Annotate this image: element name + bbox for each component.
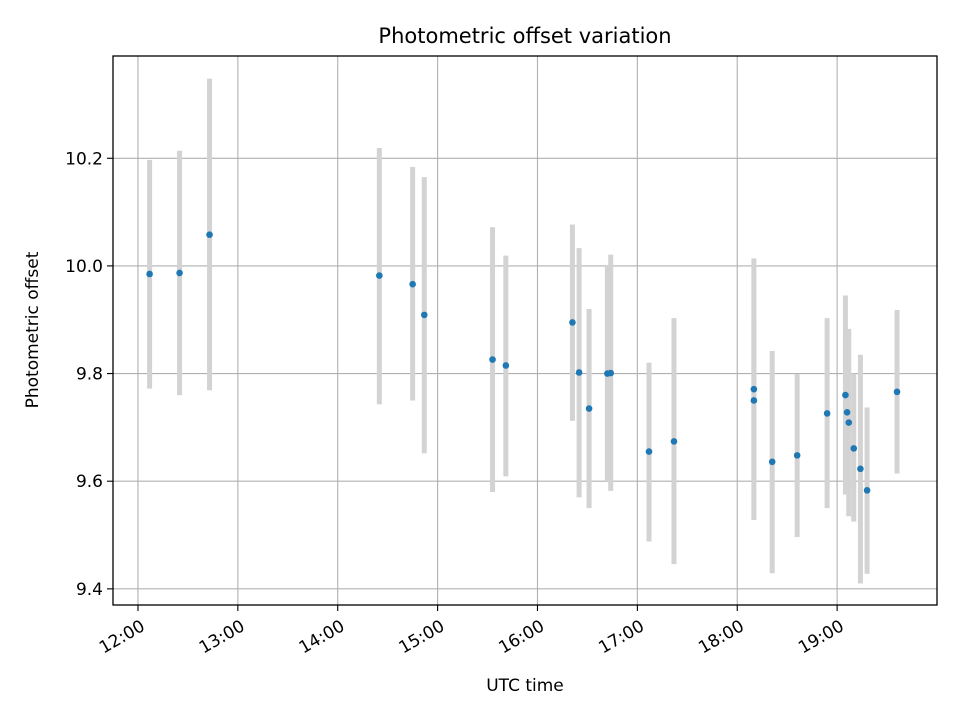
y-tick-label: 9.6 bbox=[76, 472, 103, 492]
data-point bbox=[409, 280, 416, 288]
chart-title: Photometric offset variation bbox=[378, 24, 671, 48]
data-point bbox=[750, 385, 758, 393]
y-tick-label: 9.8 bbox=[76, 365, 103, 385]
y-axis-ticks: 9.4 9.6 9.8 10.0 10.2 bbox=[65, 149, 113, 600]
data-point bbox=[645, 448, 653, 455]
plot-frame bbox=[112, 55, 938, 606]
data-point bbox=[607, 369, 615, 377]
data-point bbox=[750, 397, 758, 404]
data-point bbox=[768, 458, 776, 466]
data-point bbox=[893, 388, 901, 396]
data-point bbox=[670, 438, 678, 445]
y-axis-label: Photometric offset bbox=[23, 251, 43, 408]
data-point bbox=[176, 269, 183, 277]
y-tick-label: 10.0 bbox=[65, 257, 103, 277]
y-tick-label: 9.4 bbox=[76, 580, 103, 600]
data-point bbox=[845, 419, 853, 426]
data-point bbox=[206, 231, 213, 238]
data-point bbox=[569, 319, 576, 326]
data-point bbox=[502, 362, 510, 369]
data-point bbox=[850, 445, 858, 452]
data-point bbox=[575, 369, 583, 376]
data-point bbox=[863, 487, 871, 494]
data-point bbox=[842, 391, 849, 399]
y-tick-label: 10.2 bbox=[65, 149, 103, 169]
x-axis-label: UTC time bbox=[486, 676, 564, 696]
data-point bbox=[793, 452, 801, 459]
data-point bbox=[585, 405, 593, 412]
data-point bbox=[823, 410, 831, 417]
data-point bbox=[376, 272, 383, 279]
data-points bbox=[146, 231, 901, 494]
data-point bbox=[489, 356, 496, 363]
data-point bbox=[843, 409, 851, 416]
data-point bbox=[146, 270, 153, 278]
data-point bbox=[420, 311, 428, 319]
data-point bbox=[857, 465, 864, 473]
